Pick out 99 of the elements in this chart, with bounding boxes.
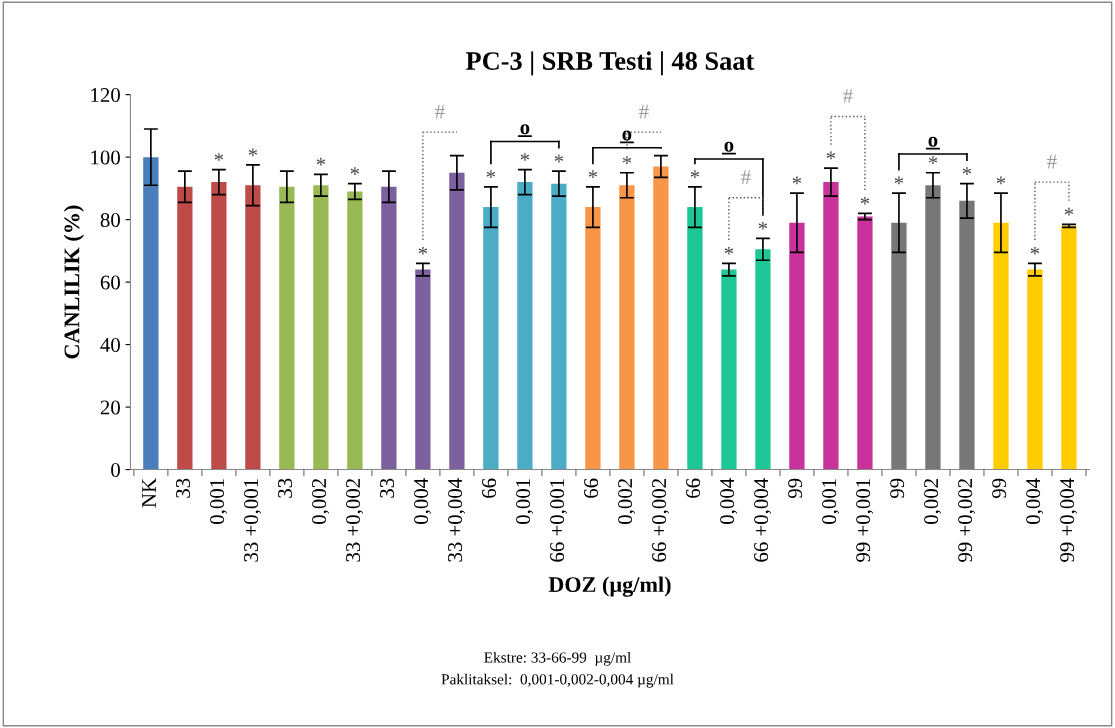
x-tick-label: 66 +0,001 (550, 479, 568, 562)
annotation: # (639, 104, 649, 119)
annotation: * (486, 170, 496, 178)
annotation: * (860, 196, 870, 205)
annotation: * (316, 157, 326, 166)
x-tick-label: 66 (686, 478, 701, 498)
bar (449, 172, 465, 470)
bar (347, 191, 363, 470)
annotation: * (996, 176, 1006, 185)
y-tick-label: 100 (91, 150, 120, 165)
bar (959, 200, 975, 470)
bar (279, 186, 295, 470)
y-tick-label: 40 (100, 337, 120, 353)
x-tick-label: 66 +0,004 (754, 478, 772, 562)
x-tick-label: 66 (482, 478, 497, 498)
annotation: * (1064, 207, 1074, 216)
annotation: * (724, 246, 734, 255)
bar (721, 269, 737, 470)
annotation: # (435, 104, 445, 119)
annotation: * (826, 151, 836, 160)
x-tick-label: 99 +0,002 (958, 479, 976, 562)
bar (925, 185, 941, 470)
y-tick-label: 60 (100, 275, 120, 290)
x-tick-label: 99 (992, 478, 1007, 499)
annotation: # (843, 89, 853, 103)
x-tick-label: 99 +0,004 (1060, 478, 1078, 562)
x-tick-label: 0,001 (210, 479, 228, 524)
x-axis-title: DOZ (µg/ml) (548, 576, 671, 597)
x-tick-label: 33 +0,001 (244, 479, 262, 562)
y-tick-label: 120 (91, 88, 120, 103)
annotation: * (690, 170, 700, 178)
annotation: o (520, 124, 530, 135)
annotation: * (1030, 246, 1040, 255)
bar (211, 182, 227, 470)
bar (789, 222, 805, 470)
x-tick-label: 0,002 (312, 479, 330, 524)
bar (619, 185, 635, 470)
annotation: * (622, 156, 632, 164)
text: Paklitaksel: 0,001-0,002-0,004 µg/ml (441, 673, 674, 688)
y-tick-label: 20 (100, 400, 120, 415)
text: Ekstre: 33-66-99 µg/ml (484, 651, 631, 666)
annotation: * (758, 221, 768, 230)
x-tick-label: 0,004 (414, 478, 432, 524)
x-tick-label: 66 +0,002 (652, 479, 670, 562)
x-tick-label: 33 +0,004 (448, 478, 466, 562)
annotation: * (418, 246, 428, 255)
annotation: * (350, 167, 360, 175)
y-tick-label: 80 (100, 212, 120, 228)
annotation: * (248, 148, 258, 157)
x-tick-label: 0,002 (924, 479, 942, 524)
bar (993, 222, 1009, 470)
bar (755, 249, 771, 470)
bar (245, 185, 261, 470)
bar (585, 207, 601, 470)
bar (1061, 225, 1077, 470)
bar (551, 183, 567, 470)
annotation: o (928, 136, 938, 147)
bar (381, 186, 397, 470)
bar (823, 182, 839, 470)
y-axis-title: CANLILIK (%) (63, 205, 84, 359)
annotation: # (1047, 154, 1057, 169)
bar (517, 182, 533, 470)
x-tick-label: 99 (890, 478, 905, 499)
bar (687, 207, 703, 470)
x-tick-label: 33 +0,002 (346, 479, 364, 562)
bar (143, 157, 159, 470)
x-tick-label: 0,004 (1026, 478, 1044, 524)
x-tick-label: 33 (278, 478, 293, 498)
annotation: * (928, 156, 938, 164)
x-tick-label: 0,004 (720, 478, 738, 524)
chart-title: PC-3 | SRB Testi | 48 Saat (465, 51, 755, 76)
x-tick-label: 66 (584, 478, 599, 498)
annotation: o (724, 141, 734, 152)
x-tick-label: 99 +0,001 (856, 479, 874, 562)
annotation: o (622, 130, 632, 141)
annotation: # (741, 170, 751, 185)
bar (891, 222, 907, 470)
annotation: * (792, 176, 802, 185)
annotation: * (214, 153, 224, 161)
annotation: * (894, 176, 904, 185)
bar (483, 207, 499, 470)
x-tick-label: 0,001 (516, 479, 534, 524)
x-tick-label: NK (142, 478, 156, 508)
bar (653, 166, 669, 470)
x-tick-label: 99 (788, 478, 803, 499)
x-tick-label: 33 (176, 478, 191, 498)
x-tick-label: 0,002 (618, 479, 636, 524)
annotation: * (520, 153, 530, 161)
y-tick-label: 0 (111, 462, 120, 477)
annotation: * (962, 167, 972, 175)
x-tick-label: 0,001 (822, 479, 840, 524)
annotation: * (554, 154, 564, 163)
bar (857, 216, 873, 470)
bar (415, 269, 431, 470)
annotation: * (588, 170, 598, 178)
bar (1027, 269, 1043, 470)
x-tick-label: 33 (380, 478, 395, 498)
bar (177, 186, 193, 470)
bar (313, 185, 329, 470)
